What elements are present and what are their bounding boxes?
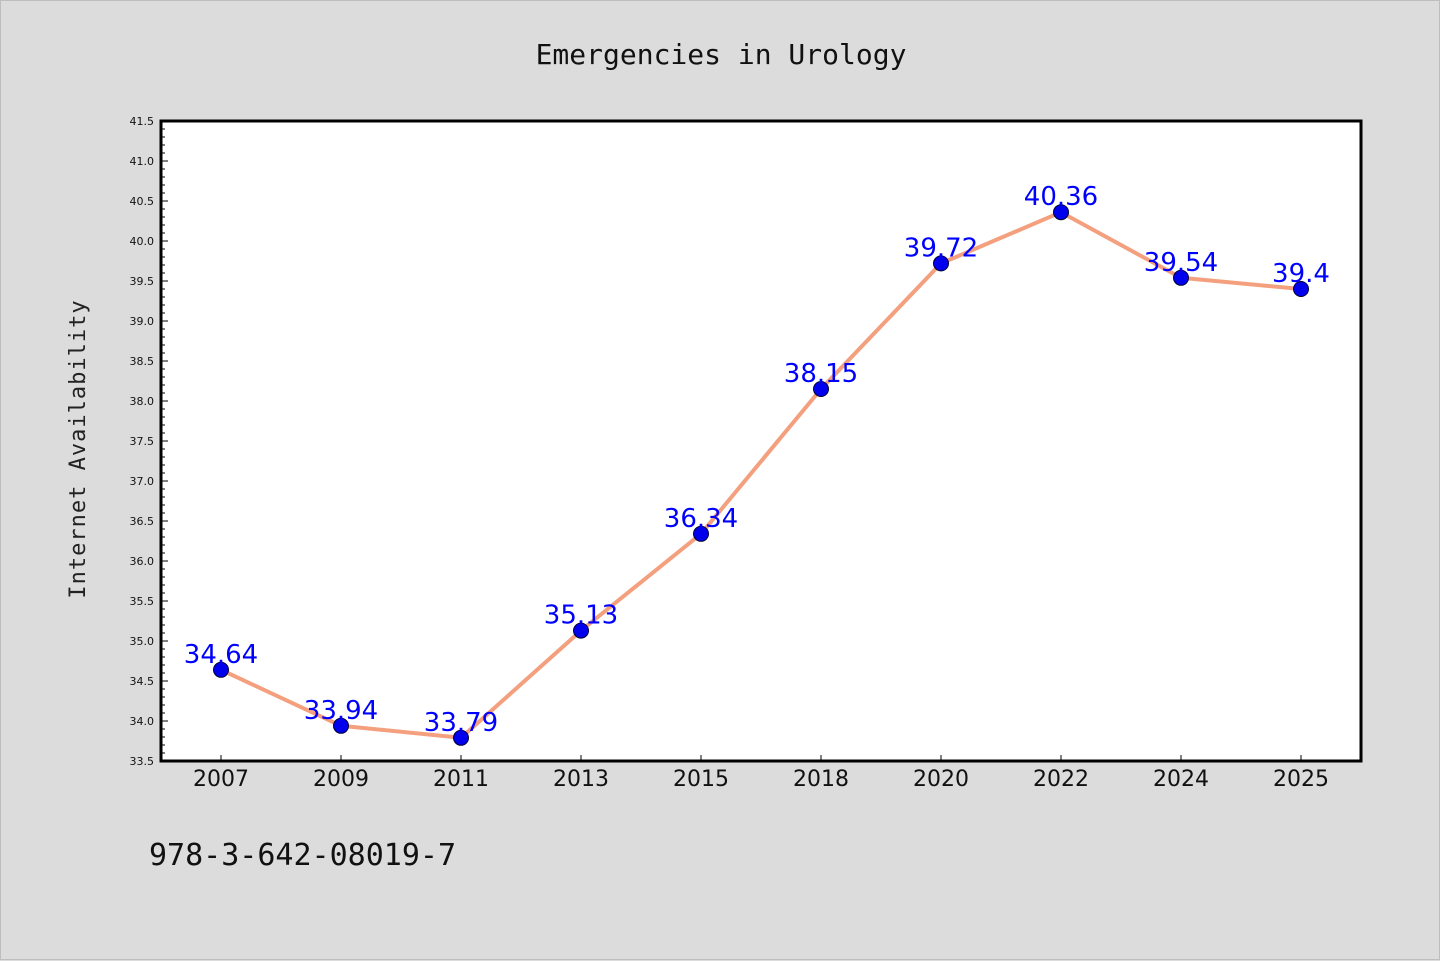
data-label: 33.94 — [304, 696, 378, 726]
y-tick-label: 41.5 — [130, 115, 155, 128]
data-point — [693, 525, 709, 542]
data-label: 38.15 — [784, 359, 858, 389]
y-tick-label: 34.0 — [130, 715, 155, 728]
isbn-caption: 978-3-642-08019-7 — [149, 838, 456, 873]
data-label: 33.79 — [424, 708, 498, 738]
data-label: 39.54 — [1144, 248, 1218, 278]
data-point — [1173, 269, 1189, 286]
data-label: 34.64 — [184, 640, 258, 670]
y-tick-label: 41.0 — [130, 155, 155, 168]
x-tick-label: 2024 — [1153, 767, 1209, 792]
data-point — [933, 255, 949, 272]
data-point — [1053, 204, 1069, 221]
x-tick-label: 2013 — [553, 767, 609, 792]
y-tick-label: 35.5 — [130, 595, 155, 608]
y-tick-label: 37.0 — [130, 475, 155, 488]
data-point — [213, 661, 229, 678]
y-axis-label: Internet Availability — [66, 299, 91, 598]
data-point — [1293, 281, 1309, 297]
y-tick-label: 38.0 — [130, 395, 155, 408]
data-label: 35.13 — [544, 601, 618, 631]
x-tick-label: 2011 — [433, 767, 489, 792]
x-tick-label: 2009 — [313, 767, 369, 792]
y-tick-label: 39.5 — [130, 275, 155, 288]
x-axis: 2007 2009 2011 2013 2015 2018 2020 2022 2024 2025 — [193, 755, 1329, 792]
chart-title: Emergencies in Urology — [536, 38, 907, 71]
data-point — [333, 717, 349, 734]
data-point — [573, 622, 589, 639]
y-axis: 33.5 34.0 34.5 35.0 35.5 36.0 36.5 37.0 37.5 38.0… — [130, 115, 168, 768]
x-tick-label: 2025 — [1273, 767, 1329, 792]
y-tick-label: 34.5 — [130, 675, 155, 688]
data-point — [813, 381, 829, 397]
x-tick-label: 2022 — [1033, 767, 1089, 792]
y-tick-label: 37.5 — [130, 435, 155, 448]
data-label: 39.72 — [904, 233, 978, 263]
y-tick-label: 36.5 — [130, 515, 155, 528]
series-line — [220, 210, 1302, 740]
y-tick-label: 33.5 — [130, 755, 155, 768]
data-point — [453, 729, 469, 746]
y-tick-label: 40.5 — [130, 195, 155, 208]
x-tick-label: 2018 — [793, 767, 849, 792]
data-labels: 34.64 33.94 33.79 35.13 36.34 38.15 39.72 40.36… — [184, 182, 1330, 738]
y-tick-label: 38.5 — [130, 355, 155, 368]
x-tick-label: 2007 — [193, 767, 249, 792]
y-tick-label: 40.0 — [130, 235, 155, 248]
data-label: 40.36 — [1024, 182, 1098, 212]
series-markers — [213, 204, 1309, 746]
y-tick-label: 36.0 — [130, 555, 155, 568]
y-tick-label: 39.0 — [130, 315, 155, 328]
data-label: 36.34 — [664, 504, 738, 534]
x-tick-label: 2015 — [673, 767, 729, 792]
data-label: 39.4 — [1272, 259, 1330, 289]
y-tick-label: 35.0 — [130, 635, 155, 648]
plot-area — [159, 119, 1363, 763]
x-tick-label: 2020 — [913, 767, 969, 792]
